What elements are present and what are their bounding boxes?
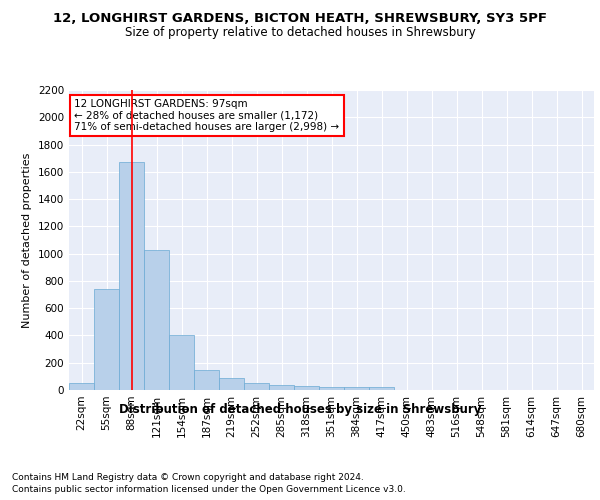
Bar <box>369 388 394 390</box>
Bar <box>194 370 219 390</box>
Bar <box>69 382 94 390</box>
Bar <box>294 386 319 390</box>
Bar <box>269 384 294 390</box>
Bar <box>119 162 144 390</box>
Bar <box>319 386 344 390</box>
Text: 12, LONGHIRST GARDENS, BICTON HEATH, SHREWSBURY, SY3 5PF: 12, LONGHIRST GARDENS, BICTON HEATH, SHR… <box>53 12 547 26</box>
Bar <box>169 335 194 390</box>
Y-axis label: Number of detached properties: Number of detached properties <box>22 152 32 328</box>
Text: Contains public sector information licensed under the Open Government Licence v3: Contains public sector information licen… <box>12 485 406 494</box>
Text: Distribution of detached houses by size in Shrewsbury: Distribution of detached houses by size … <box>119 402 481 415</box>
Bar <box>244 383 269 390</box>
Bar <box>344 388 369 390</box>
Bar <box>94 289 119 390</box>
Bar <box>219 378 244 390</box>
Text: 12 LONGHIRST GARDENS: 97sqm
← 28% of detached houses are smaller (1,172)
71% of : 12 LONGHIRST GARDENS: 97sqm ← 28% of det… <box>74 99 340 132</box>
Text: Size of property relative to detached houses in Shrewsbury: Size of property relative to detached ho… <box>125 26 475 39</box>
Bar <box>144 250 169 390</box>
Text: Contains HM Land Registry data © Crown copyright and database right 2024.: Contains HM Land Registry data © Crown c… <box>12 472 364 482</box>
